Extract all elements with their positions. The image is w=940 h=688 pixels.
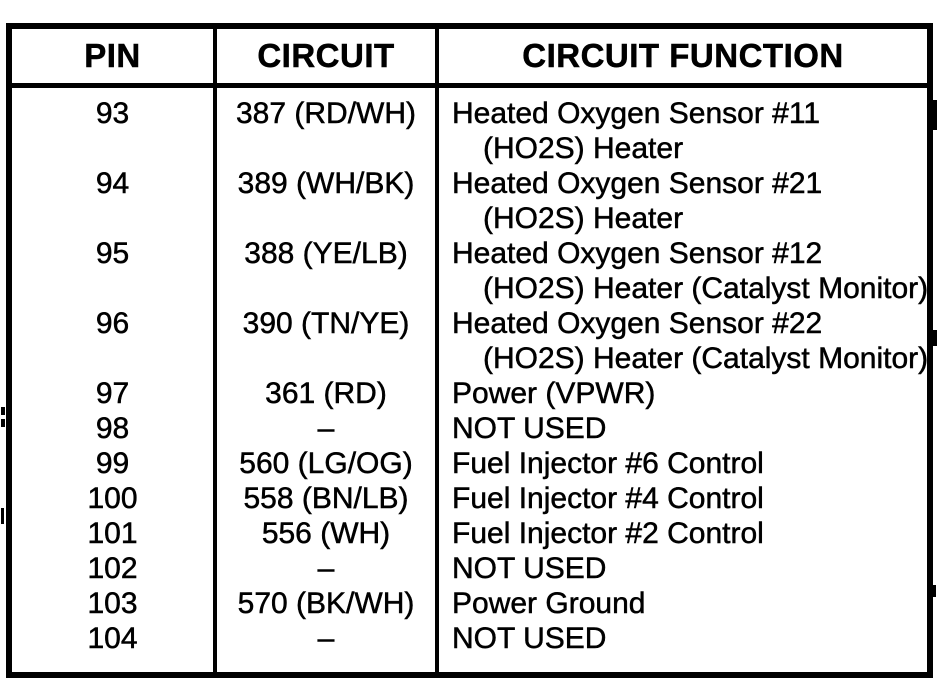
function-text: Power (VPWR): [452, 377, 656, 411]
pin-value: 102: [87, 552, 138, 586]
circuit-column: 387 (RD/WH) 389 (WH/BK) 388 (YE/LB) 390 (TN…: [213, 88, 435, 672]
pin-column: 93 94 95 96 97 98 99 100 101 102 103 104: [12, 88, 213, 672]
circuit-value: –: [317, 552, 335, 586]
function-text: NOT USED: [452, 622, 607, 656]
header-cell-circuit-function: CIRCUIT FUNCTION: [435, 29, 927, 83]
circuit-value: 390 (TN/YE): [242, 307, 410, 341]
function-text: Heated Oxygen Sensor #12: [452, 237, 823, 271]
function-text: (HO2S) Heater: [483, 132, 684, 166]
pin-value: 101: [87, 517, 138, 551]
circuit-value: [217, 201, 435, 236]
pin-value: [12, 201, 213, 236]
function-text: Heated Oxygen Sensor #11: [452, 97, 821, 131]
pin-value: 99: [95, 447, 130, 481]
circuit-value: [217, 271, 435, 306]
scan-artifact: [1, 419, 5, 427]
circuit-value: 387 (RD/WH): [235, 97, 417, 131]
scan-artifact: [1, 407, 5, 415]
circuit-value: 558 (BN/LB): [243, 482, 409, 516]
pin-value: 95: [95, 237, 130, 271]
table-body: 93 94 95 96 97 98 99 100 101 102 103 104 387 (RD/WH…: [12, 88, 927, 672]
circuit-value: 560 (LG/OG): [239, 447, 413, 481]
function-text: Heated Oxygen Sensor #22: [452, 307, 823, 341]
function-text: NOT USED: [452, 412, 607, 446]
pin-value: 93: [95, 97, 130, 131]
scan-artifact: [1, 508, 4, 524]
circuit-value: 556 (WH): [261, 517, 391, 551]
pinout-table: PIN CIRCUIT CIRCUIT FUNCTION 93 94 95 96 97 9…: [6, 23, 933, 678]
scan-artifact: [933, 585, 936, 597]
circuit-function-column: Heated Oxygen Sensor #11 (HO2S) Heater Hea…: [435, 88, 927, 672]
scan-artifact: [933, 100, 937, 130]
circuit-value: –: [317, 412, 335, 446]
circuit-value: [217, 131, 435, 166]
function-text: (HO2S) Heater (Catalyst Monitor): [483, 342, 927, 376]
table-header-row: PIN CIRCUIT CIRCUIT FUNCTION: [12, 29, 927, 88]
pin-value: 98: [95, 412, 130, 446]
function-text: Fuel Injector #2 Control: [452, 517, 764, 551]
pin-value: [12, 131, 213, 166]
header-cell-circuit: CIRCUIT: [213, 29, 435, 83]
circuit-value: 361 (RD): [265, 377, 387, 411]
pin-value: 97: [95, 377, 130, 411]
circuit-value: 389 (WH/BK): [237, 167, 415, 201]
scan-artifact: [933, 330, 937, 346]
pin-value: 104: [87, 622, 138, 656]
function-text: (HO2S) Heater: [483, 202, 684, 236]
function-text: Fuel Injector #6 Control: [452, 447, 764, 481]
circuit-value: –: [317, 622, 335, 656]
pin-value: 94: [95, 167, 130, 201]
header-cell-pin: PIN: [84, 37, 141, 75]
function-text: Heated Oxygen Sensor #21: [452, 167, 823, 201]
circuit-value: [217, 341, 435, 376]
circuit-value: 570 (BK/WH): [237, 587, 415, 621]
pin-value: 96: [95, 307, 130, 341]
function-text: Power Ground: [452, 587, 646, 621]
function-text: (HO2S) Heater (Catalyst Monitor): [483, 272, 927, 306]
pin-value: [12, 271, 213, 306]
pin-value: 103: [87, 587, 138, 621]
pin-value: [12, 341, 213, 376]
function-text: Fuel Injector #4 Control: [452, 482, 764, 516]
function-text: NOT USED: [452, 552, 607, 586]
circuit-value: 388 (YE/LB): [244, 237, 408, 271]
pin-value: 100: [87, 482, 138, 516]
